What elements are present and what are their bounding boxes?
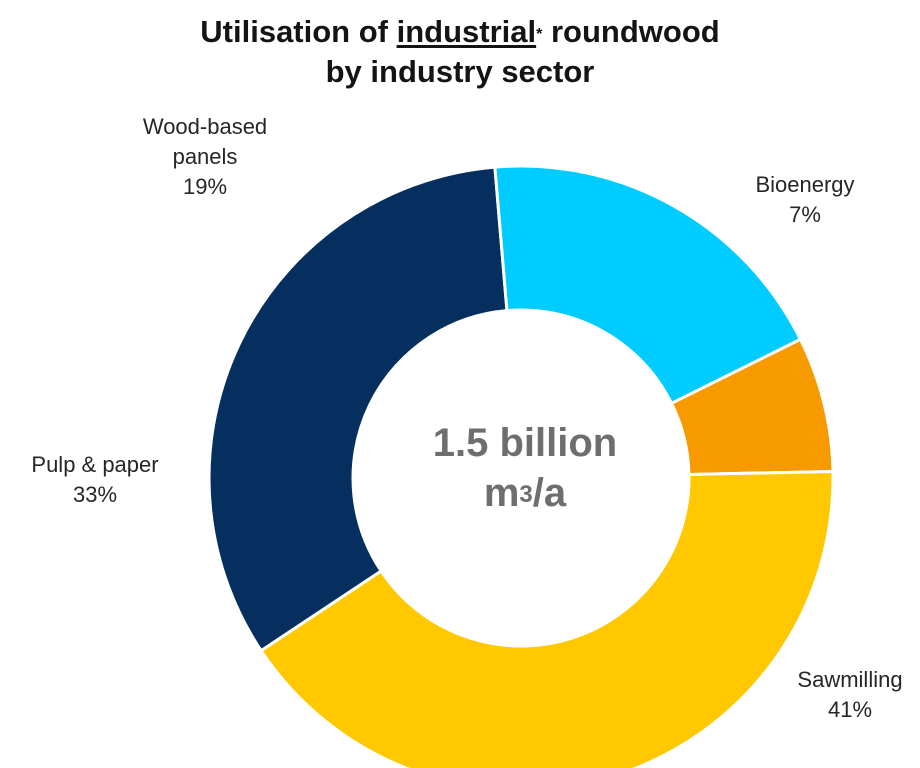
slice-value-label: 7% (789, 202, 821, 227)
chart-title-footnote-marker: * (536, 26, 543, 43)
slice-category-label: Pulp & paper (31, 452, 159, 477)
slice-label-pulp-paper: Pulp & paper 33% (10, 450, 180, 510)
slice-label-wood-based-panels: Wood-based panels 19% (110, 112, 300, 202)
slice-value-label: 19% (182, 174, 228, 199)
chart-title-line-2: by industry sector (325, 54, 595, 89)
chart-title-text-start: Utilisation of (200, 14, 397, 49)
slice-category-label: Bioenergy (755, 172, 855, 197)
slice-value-label: 33% (72, 482, 118, 507)
slice-category-label: Wood-based (142, 114, 268, 139)
donut-slice-sawmilling (259, 469, 835, 768)
slice-category-label: Sawmilling (797, 667, 903, 692)
slice-label-bioenergy: Bioenergy 7% (740, 170, 870, 230)
donut-slice-wood-based-panels (493, 164, 802, 405)
center-total-unit: m3/a (355, 468, 695, 518)
center-unit-rest: /a (532, 471, 567, 515)
chart-title-line-1: Utilisation of industrial* roundwood (0, 12, 920, 52)
slice-value-label: 41% (827, 697, 873, 722)
center-unit-base: m (483, 471, 520, 515)
donut-slice-pulp-paper (207, 165, 509, 653)
center-total-value: 1.5 billion (432, 421, 618, 465)
slice-label-sawmilling: Sawmilling 41% (780, 665, 920, 725)
chart-title-underlined-word: industrial (396, 14, 537, 49)
chart-title: Utilisation of industrial* roundwood by … (0, 12, 920, 92)
slice-category-label: panels (172, 144, 238, 169)
center-unit-superscript: 3 (519, 481, 533, 508)
chart-title-text-end: roundwood (542, 14, 720, 49)
center-total-label: 1.5 billion m3/a (355, 418, 695, 518)
